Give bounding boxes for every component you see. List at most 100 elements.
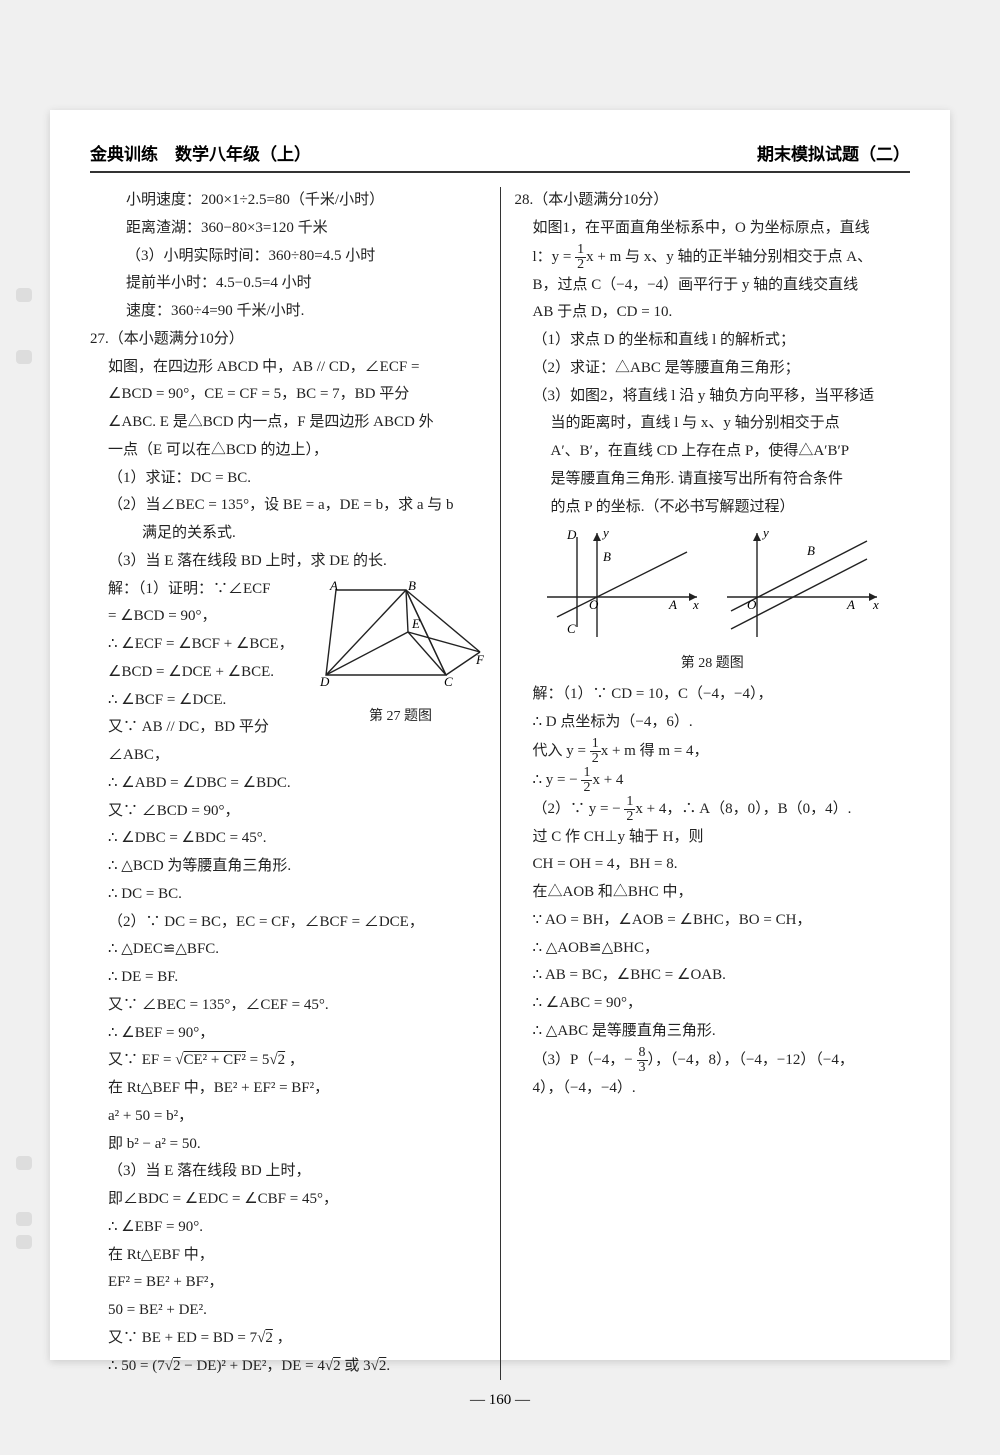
part: 代入 y = — [533, 743, 590, 759]
svg-text:O: O — [589, 597, 599, 612]
text-line: （3）小明实际时间：360÷80=4.5 小时 — [90, 243, 486, 271]
text-line: ∴ ∠BEF = 90°， — [90, 1020, 486, 1048]
svg-text:E: E — [411, 616, 420, 631]
right-column: 28.（本小题满分10分） 如图1，在平面直角坐标系中，O 为坐标原点，直线 l… — [513, 187, 911, 1380]
part: l：y = — [533, 248, 576, 264]
text-line: 又∵ ∠BEC = 135°，∠CEF = 45°. — [90, 992, 486, 1020]
text-line: A′、B′，在直线 CD 上存在点 P，使得△A′B′P — [515, 438, 911, 466]
svg-text:F: F — [475, 652, 485, 667]
text-line: CH = OH = 4，BH = 8. — [515, 851, 911, 879]
text-line: （2）当∠BEC = 135°，设 BE = a，DE = b，求 a 与 b — [90, 492, 486, 520]
text-line: 一点（E 可以在△BCD 的边上）， — [90, 437, 486, 465]
text-line: ∴ ∠DBC = ∠BDC = 45°. — [90, 825, 486, 853]
text-line: 4），（−4，−4）. — [515, 1075, 911, 1103]
part: = 5 — [246, 1052, 269, 1068]
part: ∴ 50 = (7 — [108, 1358, 165, 1374]
svg-text:y: y — [601, 527, 609, 540]
text-line: l：y = 12x + m 与 x、y 轴的正半轴分别相交于点 A、 — [515, 243, 911, 272]
part: ， — [273, 1330, 292, 1346]
text-line: ∴ △ABC 是等腰直角三角形. — [515, 1018, 911, 1046]
text-line: （1）求点 D 的坐标和直线 l 的解析式； — [515, 327, 911, 355]
svg-text:O: O — [747, 597, 757, 612]
graph-2: y B O A x — [717, 527, 887, 647]
figure-27: A B D C E F 第 27 题图 — [316, 580, 486, 735]
part: x + m 与 x、y 轴的正半轴分别相交于点 A、 — [586, 248, 872, 264]
text-line: ∴ ∠ABD = ∠DBC = ∠BDC. — [90, 770, 486, 798]
svg-text:B: B — [603, 549, 611, 564]
text-line: ∴ △BCD 为等腰直角三角形. — [90, 853, 486, 881]
text-line: ∴ AB = BC，∠BHC = ∠OAB. — [515, 962, 911, 990]
svg-text:D: D — [319, 674, 330, 689]
text-line: 满足的关系式. — [90, 520, 486, 548]
binding-mark — [16, 288, 32, 302]
part: x + 4 — [592, 772, 623, 788]
text-line: ∴ DC = BC. — [90, 881, 486, 909]
text-line: 又∵ ∠BCD = 90°， — [90, 798, 486, 826]
text-line: （3）如图2，将直线 l 沿 y 轴负方向平移，当平移适 — [515, 383, 911, 411]
text-line: 解：（1）∵ CD = 10，C（−4，−4）， — [515, 681, 911, 709]
columns: 小明速度：200×1÷2.5=80（千米/小时） 距离渣湖：360−80×3=1… — [90, 187, 910, 1380]
text-line: ∵ AO = BH，∠AOB = ∠BHC，BO = CH， — [515, 907, 911, 935]
svg-text:B: B — [807, 543, 815, 558]
part: ， — [285, 1052, 304, 1068]
text-line: （3）P（−4，− 83），（−4，8），（−4，−12）（−4， — [515, 1046, 911, 1075]
text-line: 代入 y = 12x + m 得 m = 4， — [515, 737, 911, 766]
part: x + m 得 m = 4， — [601, 743, 709, 759]
text-line: （3）当 E 落在线段 BD 上时， — [90, 1158, 486, 1186]
sqrt: 2 — [265, 1330, 273, 1346]
text-line: 速度：360÷4=90 千米/小时. — [90, 298, 486, 326]
svg-text:A: A — [668, 597, 677, 612]
text-line: 过 C 作 CH⊥y 轴于 H，则 — [515, 824, 911, 852]
sqrt: 2 — [333, 1358, 341, 1374]
svg-text:D: D — [566, 527, 577, 542]
fraction: 12 — [590, 737, 601, 766]
part: ），（−4，8），（−4，−12）（−4， — [648, 1052, 854, 1068]
text-line: ∠ABC. E 是△BCD 内一点，F 是四边形 ABCD 外 — [90, 409, 486, 437]
text-line: 小明速度：200×1÷2.5=80（千米/小时） — [90, 187, 486, 215]
text-line: （1）求证：DC = BC. — [90, 465, 486, 493]
part: （3）P（−4，− — [533, 1052, 637, 1068]
question-27-head: 27.（本小题满分10分） — [90, 326, 486, 354]
text-line: EF² = BE² + BF²， — [90, 1269, 486, 1297]
text-line: ∴ ∠EBF = 90°. — [90, 1214, 486, 1242]
svg-text:B: B — [408, 580, 416, 593]
text-line: （3）当 E 落在线段 BD 上时，求 DE 的长. — [90, 548, 486, 576]
text-line: ∴ ∠ABC = 90°， — [515, 990, 911, 1018]
part: x + 4，∴ A（8，0），B（0，4）. — [635, 801, 851, 817]
binding-mark — [16, 1156, 32, 1170]
svg-text:A: A — [846, 597, 855, 612]
text-line: 当的距离时，直线 l 与 x、y 轴分别相交于点 — [515, 410, 911, 438]
header-right: 期末模拟试题（二） — [757, 140, 910, 165]
text-line: 在△AOB 和△BHC 中， — [515, 879, 911, 907]
text-line: ∴ DE = BF. — [90, 964, 486, 992]
text-line: 如图1，在平面直角坐标系中，O 为坐标原点，直线 — [515, 215, 911, 243]
sqrt: CE² + CF² — [183, 1052, 245, 1068]
svg-text:C: C — [444, 674, 453, 689]
text-line: 50 = BE² + DE². — [90, 1297, 486, 1325]
header-left: 金典训练 数学八年级（上） — [90, 140, 311, 165]
text-line: ∴ D 点坐标为（−4，6）. — [515, 709, 911, 737]
left-column: 小明速度：200×1÷2.5=80（千米/小时） 距离渣湖：360−80×3=1… — [90, 187, 501, 1380]
text-line: ∠BCD = 90°，CE = CF = 5，BC = 7，BD 平分 — [90, 381, 486, 409]
sqrt: 2 — [278, 1052, 286, 1068]
text-line: 如图，在四边形 ABCD 中，AB // CD，∠ECF = — [90, 354, 486, 382]
text-line: AB 于点 D，CD = 10. — [515, 299, 911, 327]
part: 又∵ BE + ED = BD = 7 — [108, 1330, 257, 1346]
text-line: 距离渣湖：360−80×3=120 千米 — [90, 215, 486, 243]
figure-28: D y B O A x C y B O — [515, 527, 911, 647]
text-line: 即 b² − a² = 50. — [90, 1131, 486, 1159]
svg-text:x: x — [872, 597, 879, 612]
text-line: ∴ △AOB≌△BHC， — [515, 935, 911, 963]
svg-text:A: A — [329, 580, 338, 593]
text-line: 提前半小时：4.5−0.5=4 小时 — [90, 270, 486, 298]
part: − DE)² + DE²，DE = 4 — [180, 1358, 324, 1374]
question-28-head: 28.（本小题满分10分） — [515, 187, 911, 215]
graph-1: D y B O A x C — [537, 527, 707, 647]
text-line: （2）求证：△ABC 是等腰直角三角形； — [515, 355, 911, 383]
figure-28-caption: 第 28 题图 — [515, 651, 911, 677]
page: 金典训练 数学八年级（上） 期末模拟试题（二） 小明速度：200×1÷2.5=8… — [50, 110, 950, 1360]
text-line: a² + 50 = b²， — [90, 1103, 486, 1131]
svg-text:C: C — [567, 621, 576, 636]
text-line: 又∵ EF = √CE² + CF² = 5√2 ， — [90, 1047, 486, 1075]
text-line: 又∵ BE + ED = BD = 7√2 ， — [90, 1325, 486, 1353]
